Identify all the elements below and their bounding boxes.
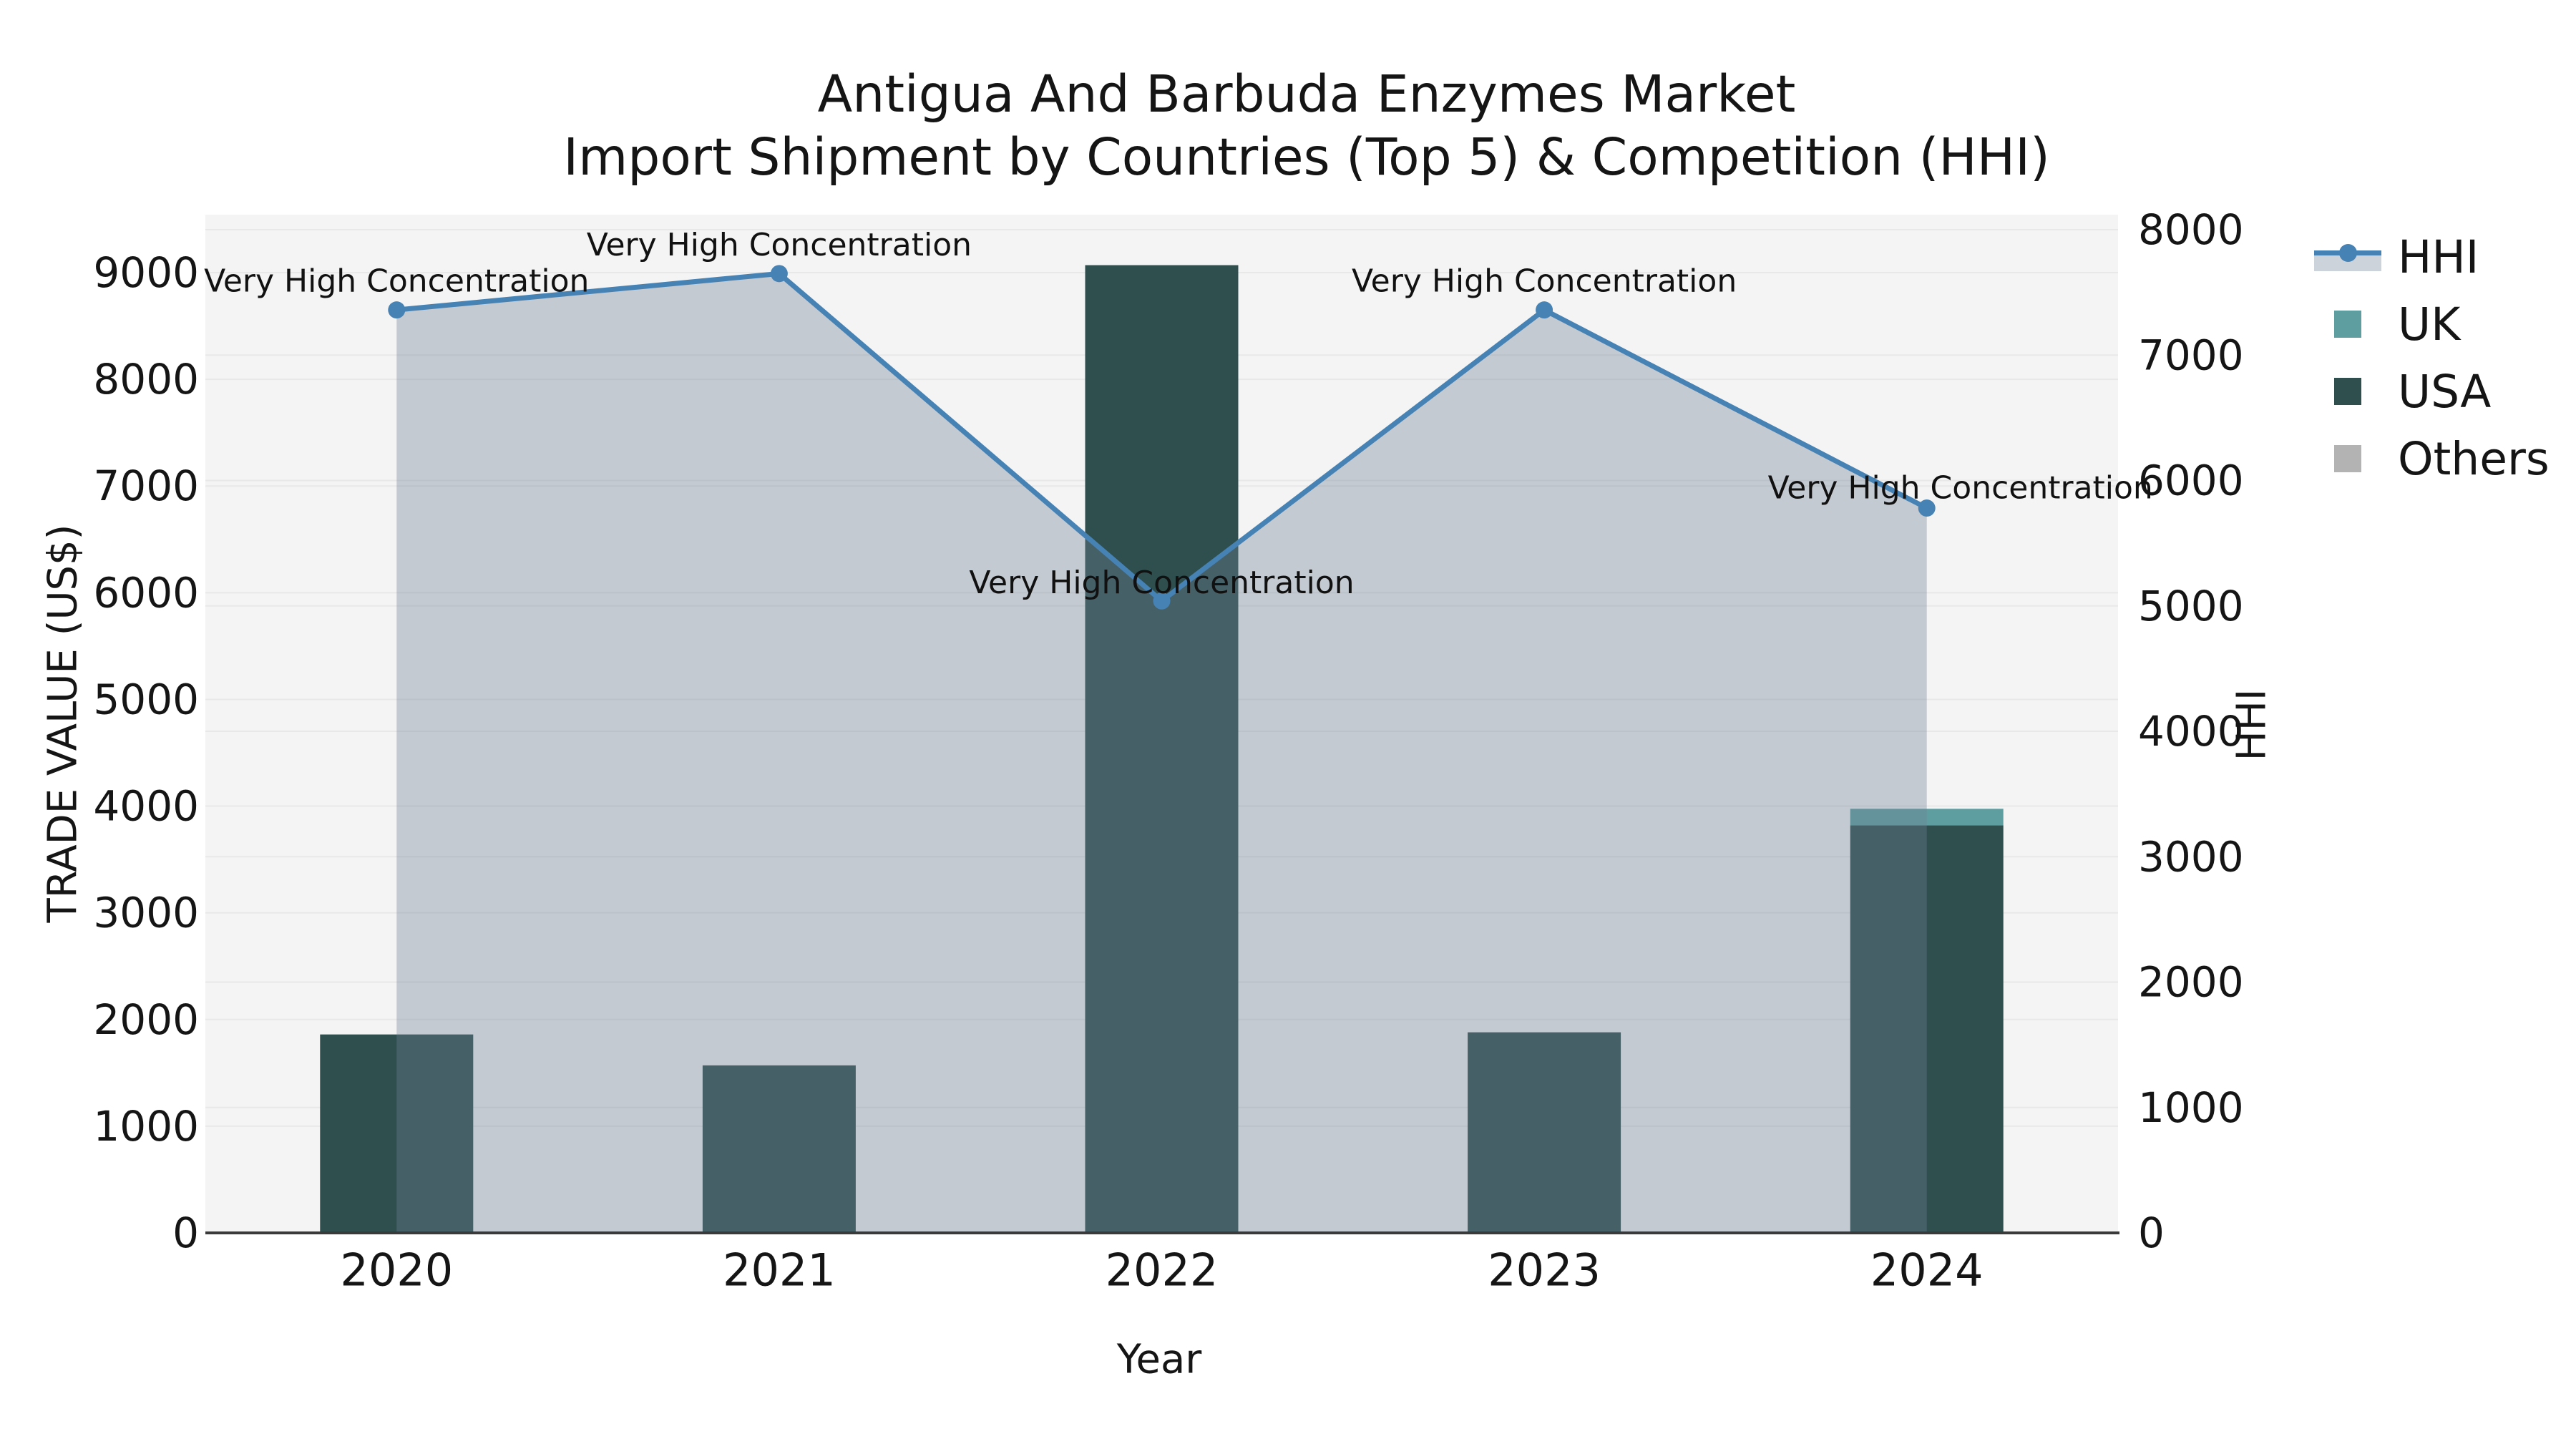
left-tick-7000: 7000 [93,462,199,510]
legend-item-usa: USA [2308,358,2550,425]
right-tick-4000: 4000 [2138,707,2244,756]
x-tick-2021: 2021 [723,1244,836,1297]
right-tick-1000: 1000 [2138,1083,2244,1132]
left-tick-4000: 4000 [93,782,199,831]
chart-title: Antigua And Barbuda Enzymes Market Impor… [563,63,2050,189]
chart-title-line2: Import Shipment by Countries (Top 5) & C… [563,127,2050,187]
annotation-2022: Very High Concentration [969,565,1354,601]
left-tick-0: 0 [172,1209,199,1257]
left-tick-5000: 5000 [93,675,199,723]
hhi-point-2022 [1153,592,1171,610]
right-tick-8000: 8000 [2138,205,2244,254]
x-tick-2020: 2020 [340,1244,453,1297]
x-axis-title: Year [1116,1336,1202,1383]
annotation-2021: Very High Concentration [587,227,972,263]
others-swatch-icon [2308,445,2388,472]
chart-title-line1: Antigua And Barbuda Enzymes Market [817,64,1796,124]
legend-label-others: Others [2398,432,2550,485]
left-tick-2000: 2000 [93,995,199,1044]
left-tick-1000: 1000 [93,1102,199,1151]
left-tick-6000: 6000 [93,568,199,617]
legend-label-uk: UK [2398,298,2461,351]
bar-uk-2024 [1850,809,2004,826]
x-tick-2023: 2023 [1488,1244,1601,1297]
left-tick-3000: 3000 [93,889,199,937]
legend-item-others: Others [2308,425,2550,492]
hhi-point-2021 [770,265,788,283]
legend-item-uk: UK [2308,291,2550,358]
left-tick-8000: 8000 [93,355,199,404]
x-tick-2024: 2024 [1870,1244,1984,1297]
x-tick-2022: 2022 [1106,1244,1219,1297]
left-axis-title: TRADE VALUE (US$) [39,524,87,923]
bar-usa-2024 [1850,825,2004,1233]
right-tick-2000: 2000 [2138,958,2244,1007]
right-axis-title: HHI [2228,688,2275,761]
legend: HHI UK USA Others [2308,223,2550,492]
left-tick-9000: 9000 [93,248,199,297]
hhi-point-2020 [388,301,406,319]
usa-swatch-icon [2308,378,2388,405]
bar-usa-2022 [1085,265,1239,1233]
legend-label-usa: USA [2398,365,2492,418]
bar-usa-2023 [1468,1032,1621,1233]
hhi-point-2023 [1536,301,1553,319]
uk-swatch-icon [2308,311,2388,338]
right-tick-5000: 5000 [2138,582,2244,630]
annotation-2024: Very High Concentration [1768,470,2153,507]
right-tick-0: 0 [2138,1209,2165,1257]
legend-label-hhi: HHI [2398,230,2479,283]
right-tick-6000: 6000 [2138,457,2244,505]
hhi-line-legend-icon [2308,243,2388,271]
hhi-area-fill [396,273,1927,1233]
hhi-point-2024 [1918,499,1936,517]
annotation-2023: Very High Concentration [1352,263,1737,300]
right-tick-3000: 3000 [2138,832,2244,881]
bar-usa-2020 [320,1034,474,1233]
legend-item-hhi: HHI [2308,223,2550,291]
right-tick-7000: 7000 [2138,331,2244,379]
annotation-2020: Very High Concentration [204,263,589,300]
bar-usa-2021 [702,1065,856,1233]
